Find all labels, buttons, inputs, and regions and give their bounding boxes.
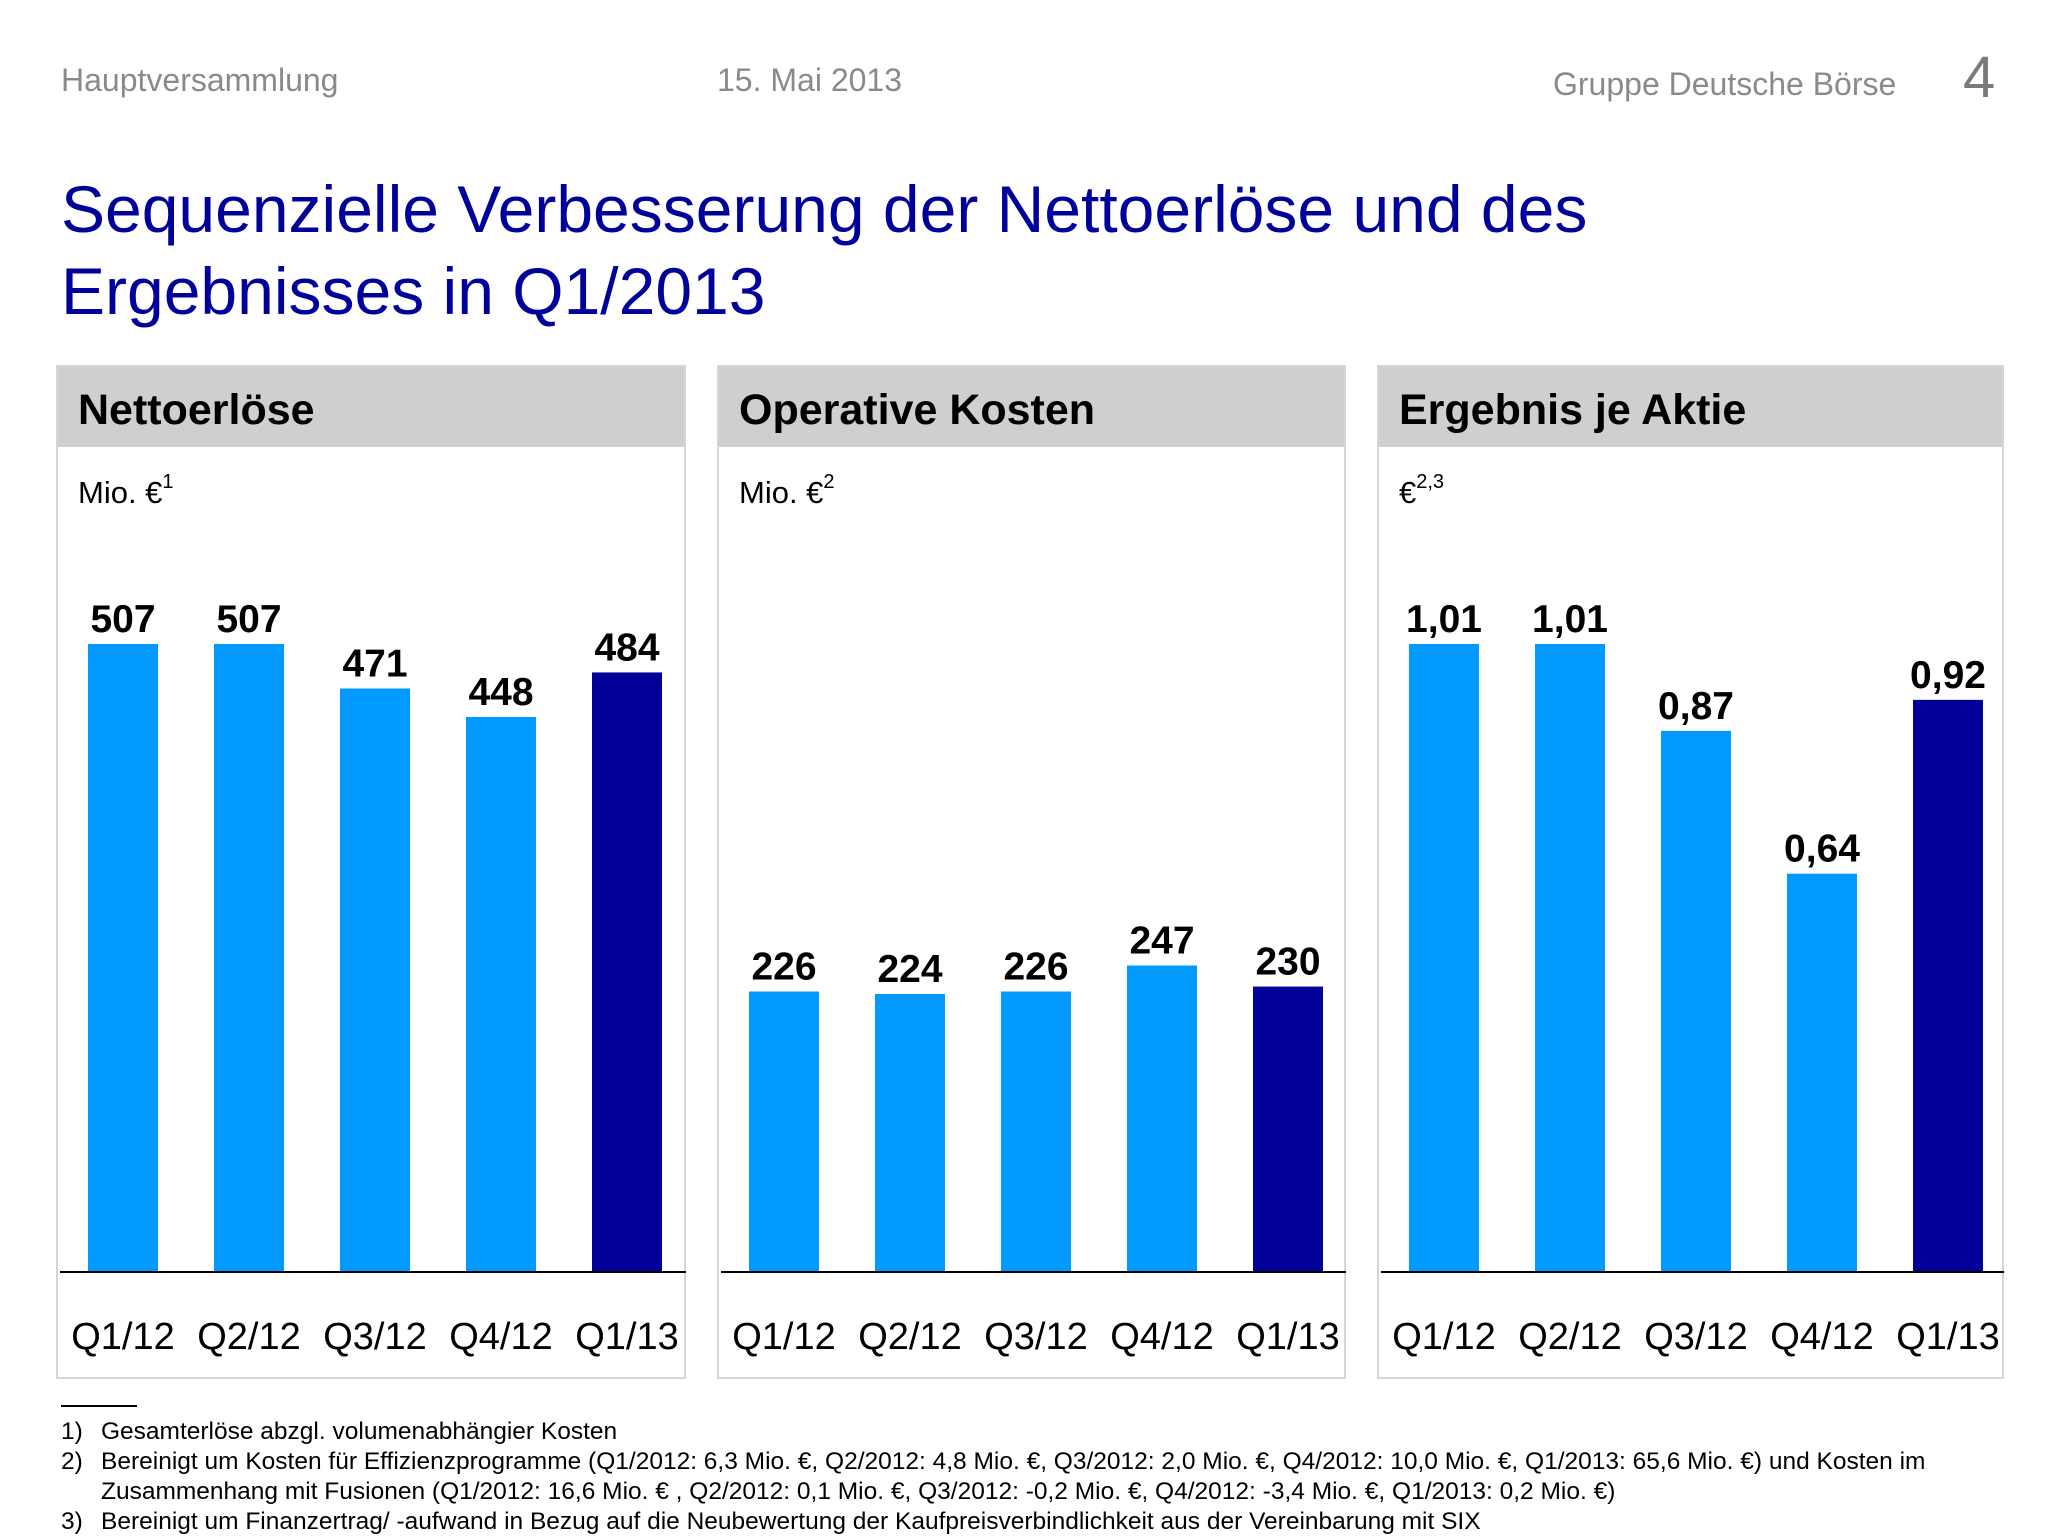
data-label: 0,64 <box>1784 828 1860 871</box>
unit-footnote-ref: 1 <box>162 471 174 493</box>
unit-footnote-ref: 2,3 <box>1416 471 1445 493</box>
bar <box>88 644 158 1271</box>
footnote-2: 2) Bereinigt um Kosten für Effizienzprog… <box>61 1447 2001 1507</box>
panel-title: Ergebnis je Aktie <box>1379 367 2002 447</box>
category-label: Q1/13 <box>575 1316 679 1358</box>
panel-title: Nettoerlöse <box>58 367 684 447</box>
data-label: 224 <box>877 948 942 991</box>
bar <box>875 993 945 1271</box>
bar <box>1127 965 1197 1271</box>
data-label: 0,87 <box>1658 685 1734 728</box>
panel-ergebnis-je-aktie: Ergebnis je Aktie €2,3 1,01 Q1/12 1,01 Q2/1… <box>1377 365 2004 1379</box>
footnotes: 1) Gesamterlöse abzgl. volumenabhängier … <box>61 1405 2001 1537</box>
category-label: Q1/12 <box>1392 1316 1496 1358</box>
panel-unit: Mio. €1 <box>78 471 174 511</box>
header-brand: Gruppe Deutsche Börse <box>1553 66 1897 102</box>
category-label: Q3/12 <box>323 1316 427 1358</box>
footnote-number: 2) <box>61 1448 83 1475</box>
bar <box>1253 986 1323 1271</box>
footnote-number: 3) <box>61 1508 83 1535</box>
bar <box>466 716 536 1271</box>
data-label: 448 <box>468 671 533 714</box>
data-label: 471 <box>342 643 407 686</box>
category-label: Q2/12 <box>858 1316 962 1358</box>
unit-footnote-ref: 2 <box>823 471 835 493</box>
footnote-rule <box>61 1405 137 1407</box>
panel-operative-kosten: Operative Kosten Mio. €2 226 Q1/12 224 Q2/1… <box>717 365 1346 1379</box>
bar <box>1535 644 1605 1271</box>
category-label: Q1/12 <box>71 1316 175 1358</box>
header-event: Hauptversammlung <box>61 62 339 98</box>
bar <box>1001 991 1071 1271</box>
category-label: Q2/12 <box>1518 1316 1622 1358</box>
data-label: 0,92 <box>1910 654 1986 697</box>
unit-text: € <box>1399 475 1417 510</box>
bar <box>1661 730 1731 1271</box>
bar <box>214 644 284 1271</box>
category-label: Q4/12 <box>449 1316 553 1358</box>
header-date: 15. Mai 2013 <box>717 62 903 98</box>
bar <box>592 672 662 1271</box>
category-label: Q4/12 <box>1770 1316 1874 1358</box>
category-label: Q1/13 <box>1896 1316 2000 1358</box>
panel-unit: Mio. €2 <box>739 471 835 511</box>
footnote-text: Bereinigt um Finanzertrag/ -aufwand in B… <box>101 1508 1481 1535</box>
data-label: 247 <box>1129 920 1194 963</box>
data-label: 1,01 <box>1406 598 1482 641</box>
footnote-text: Gesamterlöse abzgl. volumenabhängier Kos… <box>101 1418 618 1445</box>
bar <box>1913 699 1983 1271</box>
category-label: Q4/12 <box>1110 1316 1214 1358</box>
data-label: 226 <box>1003 946 1068 989</box>
bar-chart-ergebnis-je-aktie: 1,01 Q1/12 1,01 Q2/12 0,87 Q3/12 0,64 Q4/12 0,92… <box>1381 598 2004 1358</box>
page-number: 4 <box>1963 45 1996 110</box>
bar <box>340 688 410 1271</box>
slide-title: Sequenzielle Verbesserung der Nettoerlös… <box>61 168 1861 332</box>
slide-title-line-2: Ergebnisses in Q1/2013 <box>61 254 766 328</box>
category-label: Q1/12 <box>732 1316 836 1358</box>
category-label: Q3/12 <box>984 1316 1088 1358</box>
data-label: 226 <box>751 946 816 989</box>
unit-text: Mio. € <box>78 475 163 510</box>
footnote-text: Bereinigt um Kosten für Effizienzprogram… <box>101 1448 1926 1505</box>
footnote-1: 1) Gesamterlöse abzgl. volumenabhängier … <box>61 1417 2001 1447</box>
data-label: 230 <box>1255 941 1320 984</box>
unit-text: Mio. € <box>739 475 824 510</box>
bar-chart-nettoerloese: 507 Q1/12 507 Q2/12 471 Q3/12 448 Q4/12 484 Q1/13 <box>60 598 686 1358</box>
bar <box>749 991 819 1271</box>
bar <box>1409 644 1479 1271</box>
data-label: 1,01 <box>1532 598 1608 641</box>
slide-title-line-1: Sequenzielle Verbesserung der Nettoerlös… <box>61 172 1588 246</box>
panel-title: Operative Kosten <box>719 367 1344 447</box>
category-label: Q1/13 <box>1236 1316 1340 1358</box>
panel-unit: €2,3 <box>1399 471 1444 511</box>
bar <box>1787 873 1857 1271</box>
panel-nettoerloese: Nettoerlöse Mio. €1 507 Q1/12 507 Q2/12 471 Q… <box>56 365 686 1379</box>
data-label: 507 <box>90 598 155 641</box>
category-label: Q3/12 <box>1644 1316 1748 1358</box>
footnote-3: 3) Bereinigt um Finanzertrag/ -aufwand i… <box>61 1507 2001 1537</box>
data-label: 507 <box>216 598 281 641</box>
data-label: 484 <box>594 626 659 669</box>
footnote-number: 1) <box>61 1418 83 1445</box>
bar-chart-operative-kosten: 226 Q1/12 224 Q2/12 226 Q3/12 247 Q4/12 230 Q1/13 <box>721 920 1346 1358</box>
category-label: Q2/12 <box>197 1316 301 1358</box>
